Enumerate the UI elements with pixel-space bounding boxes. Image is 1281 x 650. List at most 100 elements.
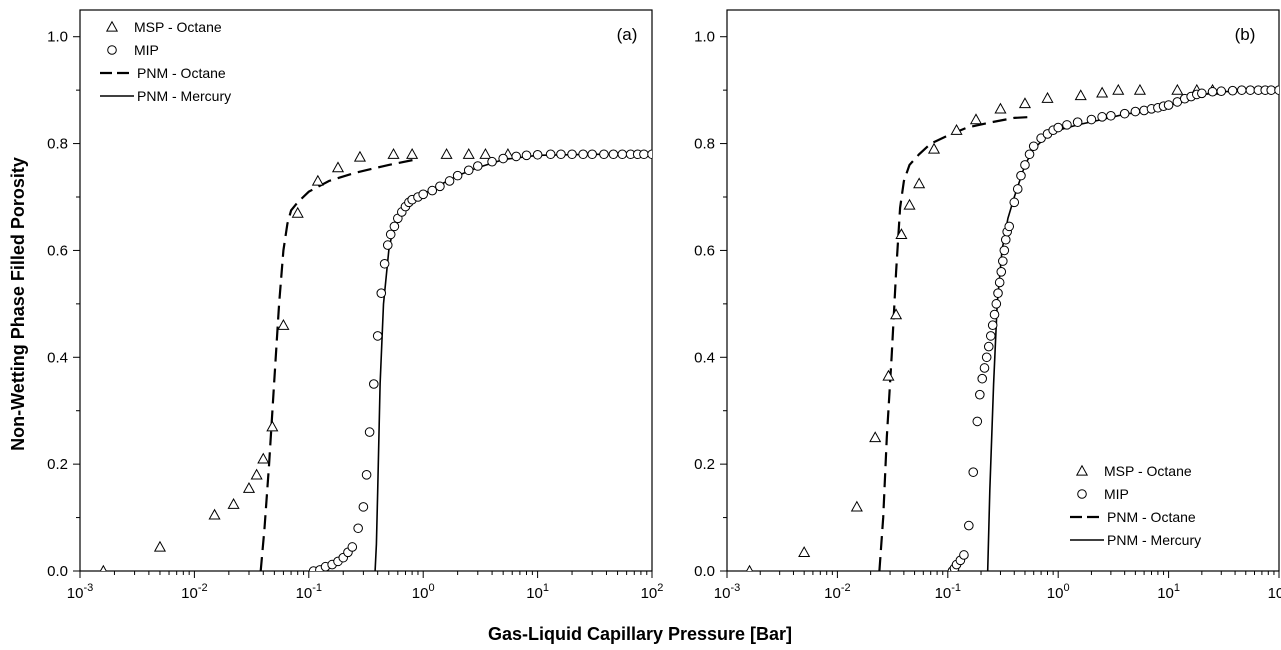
mip-point	[1028, 141, 1039, 152]
mip-point	[382, 240, 393, 250]
legend-label: MIP	[1104, 486, 1129, 502]
msp-octane-point	[895, 228, 908, 240]
msp-octane-point	[208, 508, 221, 520]
mip-point	[567, 149, 577, 160]
x-axis-title: Gas-Liquid Capillary Pressure [Bar]	[488, 624, 792, 644]
msp-octane-point	[969, 113, 983, 125]
mip-point	[385, 229, 396, 240]
mip-point	[1274, 85, 1279, 95]
legend-triangle-icon	[1075, 464, 1089, 476]
y-tick-label: 1.0	[694, 29, 715, 46]
pnm-mercury-curve	[374, 153, 652, 571]
mip-point	[1236, 85, 1247, 95]
mip-point	[427, 185, 438, 196]
legend-circle-icon	[1077, 489, 1087, 499]
mip-point	[1207, 86, 1218, 97]
mip-point	[358, 502, 369, 512]
mip-point	[599, 149, 609, 160]
mip-point	[472, 161, 483, 171]
mip-point	[347, 542, 358, 552]
y-tick-label: 1.0	[47, 29, 68, 46]
msp-octane-point	[927, 142, 941, 154]
msp-octane-point	[913, 177, 926, 189]
legend: MSP - Octane MIP PNM - Octane PNM - Mercury	[100, 19, 231, 104]
legend-label: PNM - Mercury	[1107, 532, 1201, 548]
x-tick-label: 101	[1157, 582, 1180, 602]
msp-octane-point	[1133, 83, 1146, 95]
mip-point	[444, 176, 455, 186]
mip-point	[1009, 197, 1020, 208]
msp-octane-point	[462, 148, 475, 159]
msp-octane-point	[479, 148, 492, 159]
legend-label: PNM - Mercury	[137, 88, 231, 104]
msp-octane-point	[1096, 86, 1109, 98]
mip-point	[578, 149, 588, 160]
mip-point	[452, 170, 463, 181]
msp-octane-point	[798, 546, 811, 557]
plot-area	[99, 148, 652, 571]
y-tick-label: 0.8	[694, 136, 715, 153]
mip-point	[1119, 108, 1130, 119]
mip-point	[353, 523, 363, 534]
mip-point	[1163, 100, 1174, 110]
mip-point	[968, 467, 979, 477]
y-tick-label: 0.8	[47, 136, 68, 153]
mip-point	[1197, 88, 1207, 99]
mip-point	[1086, 114, 1097, 125]
mip-point	[608, 149, 619, 160]
msp-octane-point	[277, 318, 290, 330]
panel-b: 10-3 10-2 10-1 100 101 102 0.0 0.2 0.4 0.6 0.8 1.0 (…	[694, 9, 1281, 602]
legend-circle-icon	[107, 45, 117, 55]
msp-octane-point	[1112, 83, 1125, 95]
msp-octane-point	[242, 481, 256, 493]
legend-label: MSP - Octane	[134, 19, 222, 35]
msp-octane-point	[440, 148, 453, 159]
pnm-octane-curve	[259, 158, 416, 571]
msp-octane-point	[406, 148, 419, 159]
panel-label: (b)	[1235, 25, 1256, 44]
msp-octane-point	[227, 497, 240, 509]
mip-point	[994, 277, 1005, 288]
msp-octane-point	[1171, 83, 1184, 95]
x-tick-label: 10-1	[296, 582, 322, 602]
mip-point	[487, 156, 497, 167]
mip-point	[998, 256, 1008, 266]
msp-octane-point	[331, 161, 345, 173]
msp-octane-point	[1018, 97, 1032, 109]
mip-point	[1062, 120, 1072, 130]
mip-point	[1227, 85, 1238, 96]
msp-octane-point	[850, 500, 863, 512]
x-tick-label: 100	[1047, 582, 1070, 602]
mip-point	[1024, 149, 1035, 160]
msp-octane-point	[746, 564, 753, 571]
y-tick-label: 0.4	[694, 349, 715, 366]
mip-point	[372, 331, 383, 341]
msp-octane-point	[353, 150, 367, 162]
mip-point	[545, 149, 556, 160]
msp-octane-point	[882, 369, 895, 381]
mip-point	[1130, 106, 1141, 117]
mip-point	[369, 379, 379, 389]
mip-point	[989, 309, 1000, 320]
mip-point	[418, 189, 429, 200]
mip-point	[1216, 86, 1227, 97]
y-tick-label: 0.0	[694, 563, 715, 580]
mip-point	[1106, 110, 1116, 121]
mip-point	[1012, 184, 1023, 194]
mip-point	[983, 341, 994, 352]
mip-point	[1016, 170, 1026, 181]
mip-point	[996, 267, 1007, 277]
panel-label: (a)	[617, 25, 638, 44]
mip-point	[985, 331, 996, 341]
mip-point	[379, 258, 390, 269]
legend-label: MSP - Octane	[1104, 463, 1192, 479]
mip-point	[647, 149, 652, 160]
mip-point	[1020, 160, 1030, 170]
legend-label: PNM - Octane	[1107, 509, 1196, 525]
mip-point	[1053, 122, 1063, 133]
msp-octane-point	[994, 102, 1007, 114]
mip-point	[981, 352, 992, 363]
y-tick-label: 0.2	[694, 456, 715, 473]
legend-label: PNM - Octane	[137, 65, 226, 81]
mip-point	[511, 151, 521, 162]
